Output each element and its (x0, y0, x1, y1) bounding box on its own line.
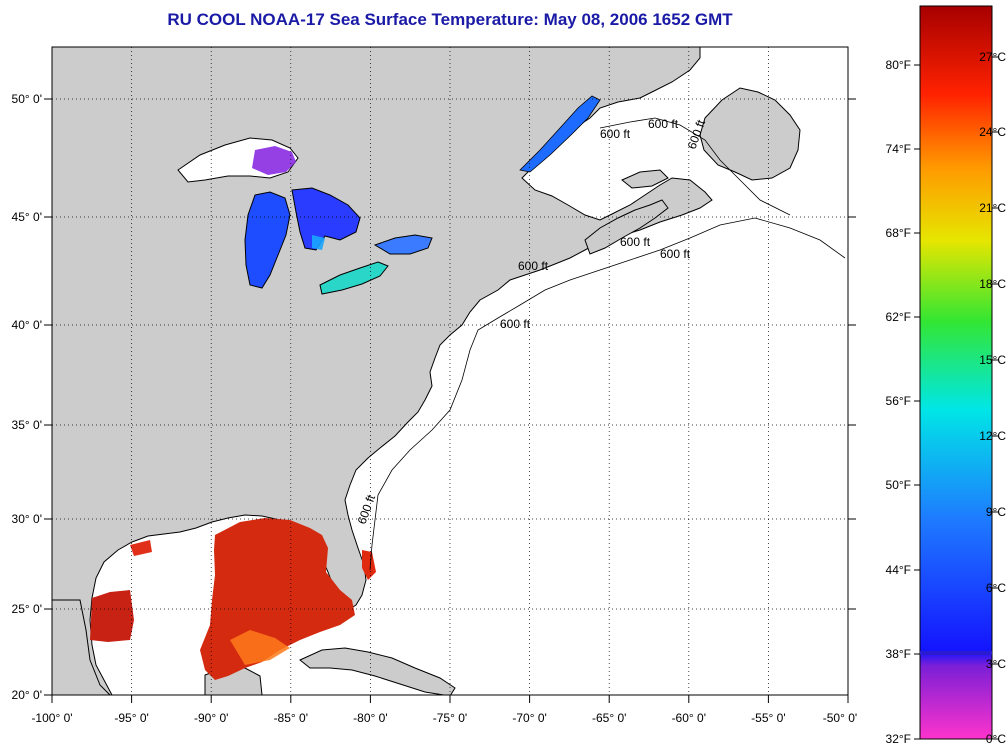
lake-ontario (373, 234, 433, 255)
st-lawrence-sst (519, 95, 601, 173)
celsius-label: 21°C (979, 201, 1006, 215)
celsius-label: 15°C (979, 353, 1006, 367)
lake-huron-bay (312, 235, 325, 250)
contour-label: 600 ft (500, 317, 531, 331)
fahrenheit-label: 80°F (886, 58, 911, 72)
fahrenheit-label: 44°F (886, 563, 911, 577)
lon-tick-label: -75° 0' (433, 711, 467, 725)
mexico-land (52, 599, 111, 695)
lon-tick-label: -80° 0' (353, 711, 387, 725)
newfoundland-land (699, 87, 801, 181)
lake-erie (319, 261, 389, 295)
latitude-labels: 50° 0' 45° 0' 40° 0' 35° 0' 30° 0' 25° 0… (12, 92, 42, 702)
celsius-label: 0°C (986, 732, 1006, 746)
lat-tick-label: 35° 0' (12, 418, 42, 432)
fahrenheit-label: 68°F (886, 226, 911, 240)
lat-tick-label: 20° 0' (12, 688, 42, 702)
lat-tick-label: 45° 0' (12, 210, 42, 224)
color-scale-bar (919, 5, 993, 740)
lon-tick-label: -55° 0' (751, 711, 785, 725)
celsius-label: 27°C (979, 50, 1006, 64)
map-title: RU COOL NOAA-17 Sea Surface Temperature:… (167, 10, 733, 29)
colorbar-ticks (914, 56, 998, 740)
contour-label: 600 ft (620, 235, 651, 249)
lake-michigan (244, 191, 291, 289)
lon-tick-label: -95° 0' (114, 711, 148, 725)
pei-land (621, 169, 669, 189)
contour-label: 600 ft (660, 247, 691, 261)
celsius-label: 3°C (986, 657, 1006, 671)
lat-tick-label: 25° 0' (12, 602, 42, 616)
gulf-sst-patch (130, 540, 152, 556)
celsius-label: 12°C (979, 429, 1006, 443)
lon-tick-label: -85° 0' (274, 711, 308, 725)
axis-ticks (44, 98, 856, 703)
fahrenheit-label: 62°F (886, 310, 911, 324)
fahrenheit-label: 38°F (886, 647, 911, 661)
colorbar-celsius-labels: 27°C 24°C 21°C 18°C 15°C 12°C 9°C 6°C 3°… (979, 50, 1006, 746)
lon-tick-label: -65° 0' (592, 711, 626, 725)
lat-tick-label: 30° 0' (12, 512, 42, 526)
lon-tick-label: -100° 0' (31, 711, 72, 725)
depth-contour-600ft (369, 217, 846, 571)
fahrenheit-label: 50°F (886, 478, 911, 492)
fahrenheit-label: 32°F (886, 732, 911, 746)
gulf-sst-west (90, 590, 134, 642)
lat-tick-label: 50° 0' (12, 92, 42, 106)
contour-label: 600 ft (518, 259, 549, 273)
cuba-land (299, 647, 456, 695)
lon-tick-label: -70° 0' (512, 711, 546, 725)
contour-label: 600 ft (600, 127, 631, 141)
longitude-labels: -100° 0' -95° 0' -90° 0' -85° 0' -80° 0'… (31, 711, 857, 725)
celsius-label: 9°C (986, 505, 1006, 519)
north-america-land (52, 47, 713, 695)
map-content: 600 ft 600 ft 600 ft 600 ft 600 ft 600 f… (52, 47, 848, 695)
nova-scotia-land (584, 199, 669, 255)
depth-contour-600ft-north (599, 117, 791, 216)
gulf-sst-warm (230, 630, 290, 665)
contour-label: 600 ft (648, 117, 679, 131)
lake-huron (291, 187, 361, 251)
graticule (52, 47, 848, 695)
lon-tick-label: -60° 0' (672, 711, 706, 725)
florida-east-sst (362, 550, 376, 580)
celsius-label: 24°C (979, 125, 1006, 139)
celsius-label: 18°C (979, 277, 1006, 291)
lake-superior-sst (252, 146, 296, 175)
color-scale-band (920, 651, 992, 655)
fahrenheit-label: 74°F (886, 142, 911, 156)
lat-tick-label: 40° 0' (12, 318, 42, 332)
fahrenheit-label: 56°F (886, 394, 911, 408)
celsius-label: 6°C (986, 581, 1006, 595)
lon-tick-label: -90° 0' (194, 711, 228, 725)
colorbar-fahrenheit-labels: 80°F 74°F 68°F 62°F 56°F 50°F 44°F 38°F … (886, 58, 911, 746)
contour-labels: 600 ft 600 ft 600 ft 600 ft 600 ft 600 f… (355, 117, 709, 526)
lon-tick-label: -50° 0' (823, 711, 857, 725)
